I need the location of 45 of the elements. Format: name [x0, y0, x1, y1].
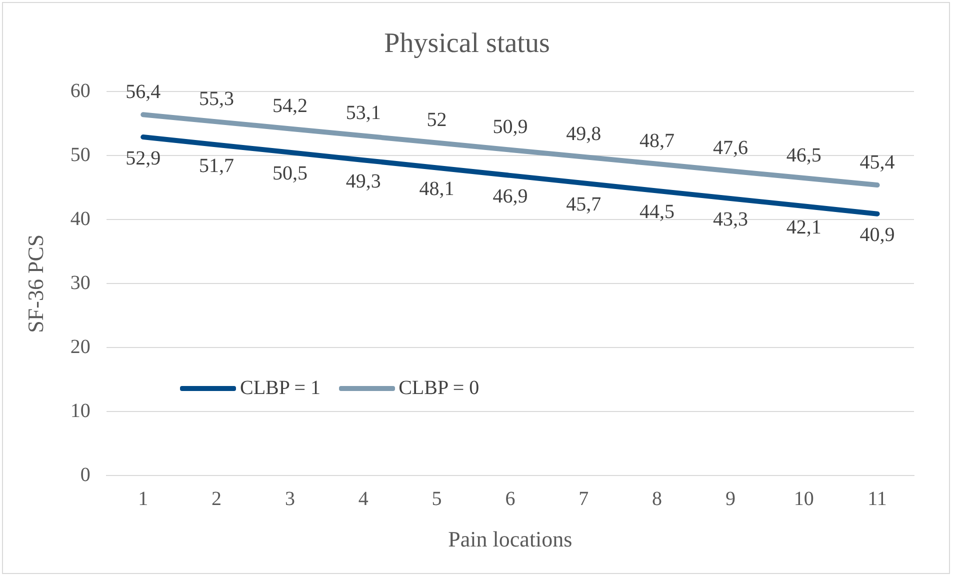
- data-label: 42,1: [786, 216, 822, 238]
- data-label: 49,8: [566, 123, 602, 146]
- data-label: 51,7: [199, 154, 234, 177]
- x-tick-label: 8: [652, 488, 662, 510]
- data-label: 44,5: [640, 201, 675, 224]
- data-label: 54,2: [272, 94, 308, 117]
- data-label: 45,4: [860, 151, 895, 174]
- x-tick-label: 10: [794, 488, 814, 510]
- x-tick-label: 5: [432, 488, 442, 510]
- x-tick-label: 3: [284, 488, 295, 510]
- data-label: 52,9: [126, 147, 161, 170]
- x-tick-label: 7: [578, 488, 589, 510]
- y-tick-label: 50: [70, 144, 90, 166]
- x-tick-label: 11: [868, 488, 887, 510]
- data-label: 40,9: [860, 224, 895, 246]
- x-tick-label: 2: [212, 488, 222, 510]
- y-tick-label: 20: [70, 336, 90, 358]
- data-label: 55,3: [199, 88, 234, 110]
- x-tick-label: 4: [358, 488, 368, 510]
- data-label: 52: [426, 109, 447, 132]
- data-label: 48,7: [640, 130, 675, 152]
- data-label: 47,6: [712, 137, 748, 160]
- data-label: 46,5: [786, 144, 822, 166]
- data-label: 53,1: [346, 102, 381, 124]
- y-tick-label: 30: [70, 272, 90, 294]
- y-axis-title: SF-36 PCS: [22, 234, 48, 333]
- data-label: 48,1: [419, 178, 454, 200]
- x-tick-label: 6: [505, 488, 516, 510]
- legend-label: CLBP = 0: [398, 377, 480, 400]
- y-tick-label: 40: [70, 208, 90, 230]
- data-label: 45,7: [566, 193, 602, 216]
- x-tick-label: 9: [725, 488, 736, 510]
- x-axis-title: Pain locations: [448, 526, 572, 552]
- y-tick-label: 60: [70, 80, 90, 102]
- data-label: 50,9: [492, 116, 528, 138]
- data-label: 46,9: [492, 186, 528, 208]
- y-tick-label: 10: [70, 400, 90, 422]
- data-label: 50,5: [272, 162, 308, 185]
- chart-title: Physical status: [384, 28, 550, 60]
- data-label: 43,3: [712, 208, 748, 231]
- x-tick-label: 1: [138, 488, 148, 510]
- legend-label: CLBP = 1: [240, 377, 321, 400]
- y-tick-label: 0: [80, 464, 90, 486]
- data-label: 49,3: [346, 170, 381, 192]
- data-label: 56,4: [126, 80, 161, 103]
